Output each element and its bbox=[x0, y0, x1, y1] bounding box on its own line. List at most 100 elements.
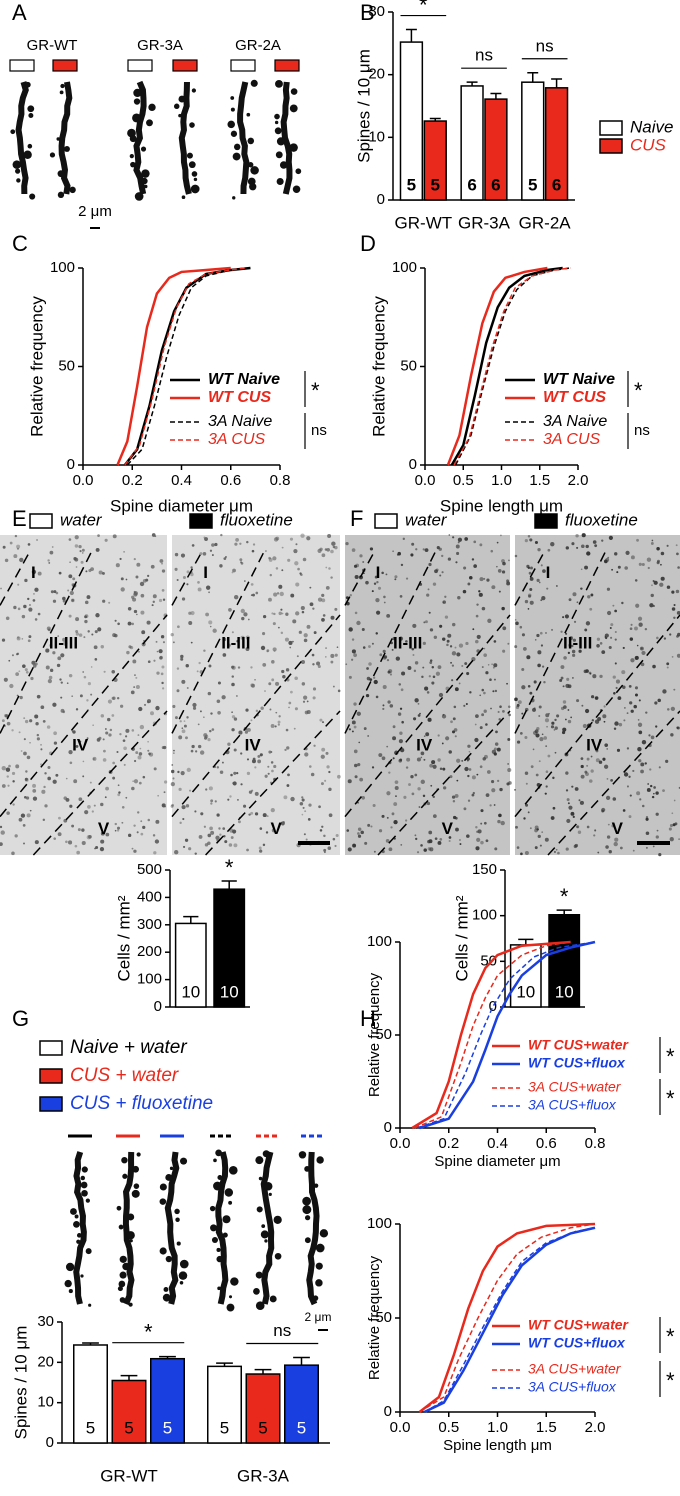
spine bbox=[217, 1174, 223, 1180]
legend-label: 3A Naive bbox=[543, 413, 607, 430]
cell bbox=[262, 614, 267, 619]
cell bbox=[491, 780, 495, 784]
cell bbox=[535, 733, 540, 738]
cell bbox=[568, 643, 572, 648]
cell bbox=[501, 606, 505, 611]
cell bbox=[492, 690, 495, 693]
cell bbox=[538, 705, 542, 709]
spine bbox=[29, 193, 36, 200]
layer-label: IV bbox=[416, 736, 433, 755]
cell bbox=[626, 747, 630, 750]
cell bbox=[649, 768, 652, 771]
cell bbox=[669, 633, 672, 636]
cell bbox=[294, 707, 298, 711]
cell bbox=[199, 552, 203, 556]
cell bbox=[479, 543, 483, 547]
cell bbox=[592, 674, 597, 679]
cell bbox=[273, 612, 276, 616]
cell bbox=[272, 622, 276, 626]
legend-swatch bbox=[39, 1096, 63, 1112]
cdf-line bbox=[414, 941, 571, 1129]
cell bbox=[36, 737, 40, 741]
cell bbox=[587, 595, 591, 599]
cell bbox=[114, 822, 118, 826]
cell bbox=[453, 728, 458, 732]
cell bbox=[516, 740, 521, 744]
cell bbox=[210, 830, 215, 835]
cell bbox=[44, 772, 47, 775]
spine bbox=[178, 95, 186, 103]
cell bbox=[524, 850, 529, 855]
cell bbox=[646, 557, 652, 562]
cell bbox=[31, 569, 37, 575]
cell bbox=[194, 852, 197, 855]
cell bbox=[387, 700, 391, 704]
cell bbox=[392, 550, 394, 553]
cell bbox=[477, 829, 482, 834]
cell bbox=[521, 633, 525, 637]
cell bbox=[234, 542, 238, 546]
cell bbox=[534, 639, 537, 641]
n-label: 6 bbox=[491, 175, 500, 194]
cell bbox=[580, 757, 584, 761]
cell bbox=[392, 636, 396, 641]
cell bbox=[483, 821, 487, 825]
cell bbox=[276, 592, 280, 595]
cell bbox=[302, 557, 307, 562]
cell bbox=[205, 612, 210, 617]
cell bbox=[357, 834, 362, 838]
cell bbox=[514, 554, 518, 558]
cell bbox=[178, 787, 182, 791]
layer-boundary bbox=[547, 710, 680, 856]
spine bbox=[60, 83, 65, 89]
cell bbox=[188, 611, 192, 615]
cell bbox=[290, 593, 295, 598]
cell bbox=[191, 744, 195, 749]
cell bbox=[223, 834, 226, 838]
cell bbox=[127, 607, 132, 611]
cell bbox=[465, 641, 469, 646]
cell bbox=[6, 775, 9, 778]
spine bbox=[174, 1208, 180, 1215]
cell bbox=[603, 764, 609, 769]
cell bbox=[529, 691, 533, 695]
cell bbox=[270, 724, 275, 728]
cell bbox=[502, 710, 505, 713]
cell bbox=[601, 539, 604, 542]
cell bbox=[564, 614, 569, 619]
spine bbox=[274, 120, 279, 125]
cell bbox=[351, 548, 356, 552]
cell bbox=[615, 686, 618, 690]
spine bbox=[69, 186, 76, 194]
spine bbox=[261, 1224, 266, 1229]
cell bbox=[328, 567, 331, 570]
cell bbox=[244, 580, 246, 582]
cell bbox=[120, 704, 124, 708]
cell bbox=[606, 835, 611, 839]
cell bbox=[221, 761, 224, 764]
spine bbox=[230, 1277, 239, 1286]
cell bbox=[188, 621, 193, 626]
cell bbox=[322, 614, 326, 617]
dendrite bbox=[58, 81, 73, 195]
cell bbox=[83, 636, 86, 639]
cell bbox=[647, 783, 650, 785]
spine bbox=[315, 1243, 325, 1253]
spine bbox=[216, 1255, 223, 1263]
cell bbox=[388, 847, 393, 852]
error-bar bbox=[293, 1356, 310, 1366]
cell bbox=[478, 590, 481, 593]
cell bbox=[211, 554, 214, 556]
y-tick-label: 300 bbox=[137, 916, 162, 933]
cell bbox=[589, 779, 593, 783]
y-tick-label: 100 bbox=[367, 933, 392, 950]
cell bbox=[456, 652, 461, 657]
cell bbox=[439, 624, 443, 628]
cell bbox=[636, 644, 639, 647]
cell bbox=[522, 647, 527, 651]
legend-label: CUS bbox=[630, 135, 667, 154]
layer-boundary bbox=[344, 550, 376, 606]
cell bbox=[468, 750, 471, 753]
cell bbox=[474, 723, 477, 726]
